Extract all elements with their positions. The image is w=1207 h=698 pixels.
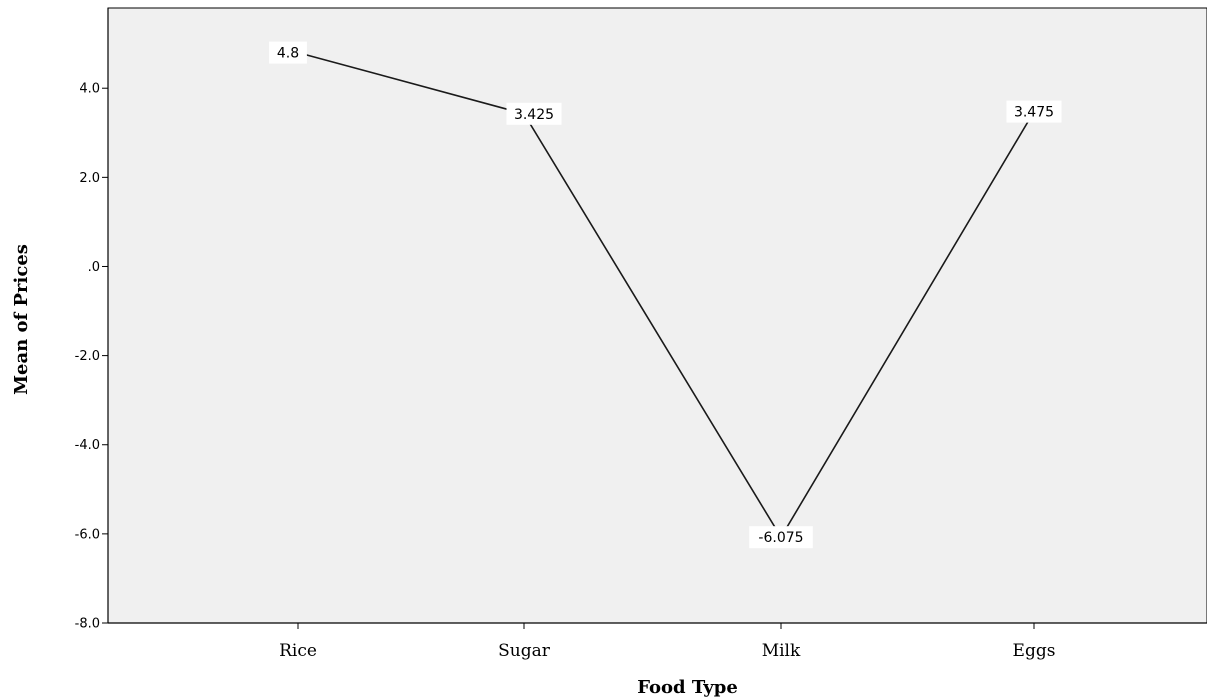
series-line — [297, 51, 1035, 539]
data-label-text: 3.425 — [514, 107, 554, 123]
y-axis-ticks: 4.0 2.0 .0 -2.0 -4.0 -6.0 -8.0 — [75, 82, 108, 632]
y-tick-label: -4.0 — [75, 438, 100, 453]
x-tick-label-rice: Rice — [279, 641, 317, 661]
y-tick-label: 2.0 — [79, 171, 100, 186]
y-tick-label: -6.0 — [75, 527, 100, 542]
data-label-text: 3.475 — [1014, 105, 1054, 121]
data-labels: 4.8 3.425 -6.075 3.475 — [269, 41, 1062, 549]
x-tick-label-milk: Milk — [762, 641, 801, 661]
x-axis-title: Food Type — [637, 677, 738, 698]
data-label-eggs: 3.475 — [1006, 100, 1062, 123]
data-label-milk: -6.075 — [749, 526, 813, 549]
x-tick-label-sugar: Sugar — [498, 641, 551, 661]
y-tick-label: 4.0 — [79, 82, 100, 97]
y-tick-label: .0 — [88, 260, 100, 275]
y-axis-title: Mean of Prices — [11, 244, 32, 395]
data-label-text: 4.8 — [277, 46, 299, 62]
data-label-box — [1006, 100, 1062, 123]
plot-area — [107, 7, 1207, 624]
data-label-text: -6.075 — [758, 530, 803, 546]
data-label-sugar: 3.425 — [506, 102, 562, 125]
x-axis-ticks: Rice Sugar Milk Eggs — [279, 623, 1055, 661]
data-label-box — [506, 102, 562, 125]
data-label-box — [269, 41, 307, 64]
y-tick-label: -8.0 — [75, 617, 100, 632]
x-tick-label-eggs: Eggs — [1013, 641, 1056, 661]
y-tick-label: -2.0 — [75, 349, 100, 364]
data-label-box — [749, 526, 813, 549]
data-label-rice: 4.8 — [269, 41, 307, 64]
